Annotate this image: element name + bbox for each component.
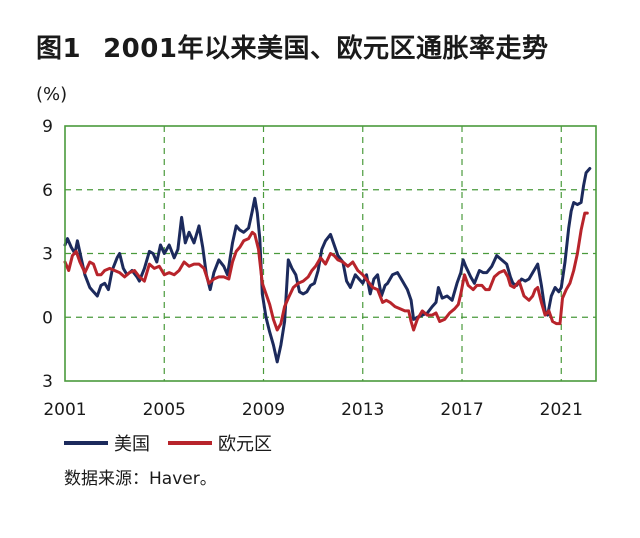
y-tick-label: 3 [42, 372, 53, 392]
y-tick-label: 9 [42, 117, 53, 137]
x-tick-label: 2005 [143, 400, 186, 420]
legend-swatch-eurozone [168, 441, 212, 445]
legend-label-us: 美国 [114, 434, 150, 455]
legend-item-eurozone: 欧元区 [168, 430, 272, 456]
x-tick-label: 2021 [540, 400, 583, 420]
x-tick-label: 2001 [43, 400, 86, 420]
series-line-us [63, 167, 592, 364]
y-tick-label: 0 [42, 308, 53, 328]
figure-number: 图1 [36, 34, 82, 64]
x-tick-label: 2013 [341, 400, 384, 420]
series-line-eurozone [63, 211, 589, 332]
chart-title: 图1 2001年以来美国、欧元区通胀率走势 [36, 28, 548, 65]
x-tick-label: 2017 [440, 400, 483, 420]
legend-swatch-us [64, 441, 108, 445]
axis-labels: 9 6 3 0 3 2001 2005 2009 2013 2017 2021 [42, 117, 583, 420]
legend-label-eurozone: 欧元区 [218, 434, 272, 455]
title-text: 2001年以来美国、欧元区通胀率走势 [103, 34, 549, 64]
source-note: 数据来源：Haver。 [64, 469, 217, 489]
legend: 美国 欧元区 [64, 430, 290, 456]
y-tick-label: 3 [42, 245, 53, 265]
y-tick-label: 6 [42, 181, 53, 201]
x-tick-label: 2009 [242, 400, 285, 420]
series-lines [63, 167, 592, 364]
plot-frame [64, 125, 597, 382]
legend-item-us: 美国 [64, 430, 150, 456]
unit-label: (%) [36, 84, 68, 105]
